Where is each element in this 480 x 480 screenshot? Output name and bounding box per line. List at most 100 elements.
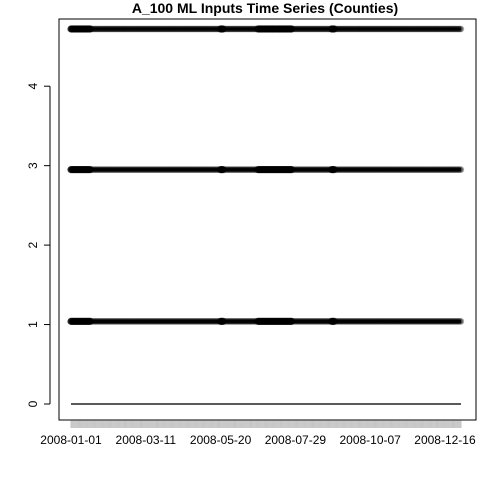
data-point [129, 318, 137, 325]
data-point [302, 318, 310, 325]
data-point [353, 166, 360, 173]
data-point [189, 166, 197, 173]
data-point [234, 318, 241, 325]
data-point [410, 318, 418, 325]
data-point [197, 318, 204, 325]
data-point [442, 318, 450, 325]
data-point [402, 166, 409, 173]
data-point [400, 25, 407, 33]
data-point [113, 318, 121, 325]
data-point [389, 318, 396, 325]
data-point [175, 318, 183, 325]
data-point [106, 318, 113, 325]
data-point [436, 166, 443, 173]
data-point [247, 318, 254, 325]
data-point [186, 25, 193, 33]
data-point [110, 166, 117, 173]
data-point [434, 318, 441, 325]
data-point [305, 25, 312, 33]
data-point [95, 166, 102, 173]
data-point [178, 25, 186, 33]
data-point [350, 25, 358, 33]
data-point [450, 166, 457, 173]
data-point [448, 166, 455, 173]
data-point [456, 166, 464, 173]
data-point [309, 25, 316, 33]
data-point [235, 166, 242, 173]
data-point [361, 25, 369, 33]
x-axis: 2008-01-01 2008-03-11 2008-05-20 2008-07-29… [40, 433, 476, 447]
data-point [210, 166, 218, 173]
data-point [166, 318, 173, 325]
data-point [166, 25, 173, 33]
data-point [196, 166, 203, 173]
data-point [168, 166, 175, 173]
data-point [239, 25, 247, 33]
data-point [424, 25, 432, 33]
data-point [207, 25, 215, 33]
data-point [449, 25, 456, 33]
data-point [373, 25, 380, 33]
data-point [384, 318, 391, 325]
data-point [339, 318, 346, 325]
data-point [347, 318, 355, 325]
data-point [377, 25, 385, 33]
data-point [321, 166, 328, 173]
data-point [246, 318, 253, 325]
data-point [403, 25, 410, 33]
data-point [438, 166, 445, 173]
data-point [144, 166, 152, 173]
data-point [387, 25, 394, 33]
data-point [374, 318, 381, 325]
data-point [422, 166, 429, 173]
data-point [109, 166, 116, 173]
data-point [355, 25, 362, 33]
data-point [308, 166, 315, 173]
data-point [194, 25, 202, 33]
data-point [227, 166, 234, 173]
data-point [342, 25, 349, 33]
data-point [142, 318, 149, 325]
dense-point [330, 317, 338, 325]
data-point [431, 25, 438, 33]
dense-point [287, 25, 296, 33]
data-point [120, 318, 127, 325]
data-point [192, 166, 200, 173]
data-point [243, 166, 250, 173]
data-point [246, 166, 253, 173]
data-point [155, 166, 162, 173]
data-point [360, 166, 367, 173]
data-point [440, 318, 448, 325]
data-point [444, 318, 452, 325]
data-point [158, 166, 166, 173]
data-point [321, 318, 328, 325]
data-point [457, 166, 465, 173]
data-point [423, 166, 431, 173]
data-point [380, 25, 388, 33]
data-point [119, 166, 126, 173]
dense-point [330, 166, 338, 174]
data-point [337, 166, 344, 173]
data-point [427, 318, 435, 325]
data-point [443, 166, 451, 173]
data-point [309, 166, 316, 173]
data-point [112, 318, 120, 325]
data-point [168, 318, 175, 325]
x-tick-label: 2008-10-07 [339, 433, 401, 447]
data-point [373, 166, 380, 173]
data-point [375, 25, 382, 33]
data-point [447, 25, 454, 33]
data-point [406, 25, 413, 33]
data-point [137, 166, 144, 173]
data-point [371, 318, 378, 325]
data-point [107, 166, 114, 173]
data-point [411, 318, 419, 325]
data-point [170, 166, 177, 173]
data-point [157, 318, 164, 325]
data-point [400, 166, 407, 173]
data-point [385, 166, 392, 173]
data-point [359, 318, 366, 325]
data-point [371, 166, 378, 173]
dense-point [330, 25, 338, 33]
data-point [120, 25, 127, 33]
